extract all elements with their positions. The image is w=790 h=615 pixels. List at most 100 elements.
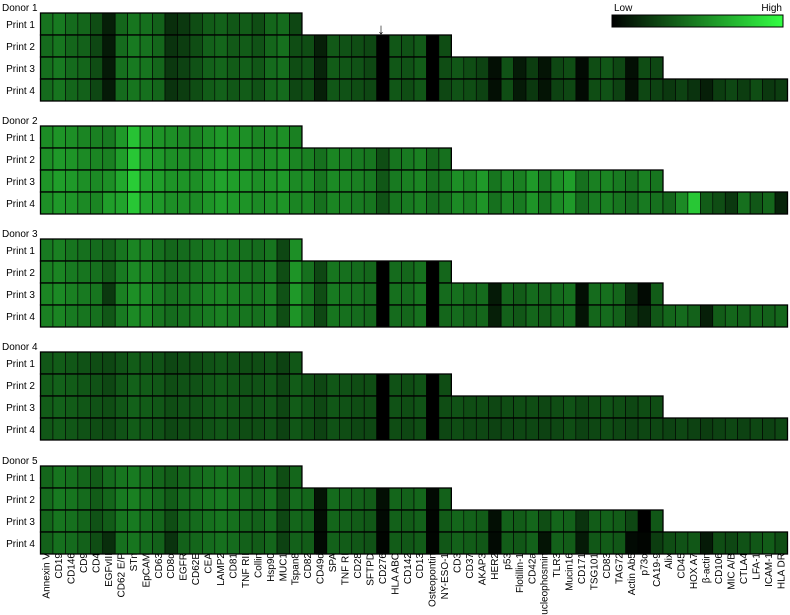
heatmap-cell xyxy=(52,531,66,555)
heatmap-cell xyxy=(289,147,303,171)
heatmap-cell xyxy=(90,531,104,555)
heatmap-cell xyxy=(164,147,178,171)
heatmap-cell xyxy=(77,531,91,555)
heatmap-cell xyxy=(164,78,178,102)
heatmap-cell xyxy=(202,34,216,58)
heatmap-cell xyxy=(637,509,651,533)
heatmap-cell xyxy=(413,78,427,102)
heatmap-cell xyxy=(214,282,228,306)
heatmap-cell xyxy=(177,169,191,193)
heatmap-cell xyxy=(226,125,240,149)
marker-label: NY-ESO-1 xyxy=(440,553,451,600)
marker-label: LAMP2 xyxy=(216,553,227,586)
heatmap-cell xyxy=(301,373,315,397)
heatmap-cell xyxy=(152,509,166,533)
heatmap-cell xyxy=(301,191,315,215)
heatmap-cell xyxy=(513,395,527,419)
heatmap-cell xyxy=(202,78,216,102)
heatmap-cell xyxy=(463,531,477,555)
print-row-outline xyxy=(39,417,789,441)
heatmap-cell xyxy=(326,169,340,193)
heatmap-cell xyxy=(525,509,539,533)
heatmap-cell xyxy=(314,531,328,555)
heatmap-cell xyxy=(612,509,626,533)
heatmap-cell xyxy=(426,417,440,441)
heatmap-cell xyxy=(127,373,141,397)
marker-label: MUC1 xyxy=(278,553,289,582)
heatmap-cell xyxy=(52,238,66,262)
heatmap-cell xyxy=(488,56,502,80)
heatmap-cell xyxy=(77,12,91,36)
heatmap-cell xyxy=(152,12,166,36)
heatmap-cell xyxy=(90,56,104,80)
heatmap-cell xyxy=(202,238,216,262)
heatmap-cell xyxy=(90,169,104,193)
heatmap-cell xyxy=(500,531,514,555)
marker-label: TNF RII xyxy=(241,553,252,588)
heatmap-cell xyxy=(264,417,278,441)
heatmap-cell xyxy=(177,56,191,80)
heatmap-cell xyxy=(177,465,191,489)
heatmap-cell xyxy=(625,509,639,533)
heatmap-cell xyxy=(214,509,228,533)
heatmap-cell xyxy=(650,531,664,555)
heatmap-cell xyxy=(351,56,365,80)
heatmap-cell xyxy=(239,509,253,533)
heatmap-cell xyxy=(401,304,415,328)
heatmap-cell xyxy=(177,487,191,511)
heatmap-cell xyxy=(451,395,465,419)
heatmap-cell xyxy=(338,282,353,306)
heatmap-cell xyxy=(376,304,390,328)
heatmap-cell xyxy=(575,417,589,441)
heatmap-cell xyxy=(139,487,153,511)
heatmap-cell xyxy=(276,304,290,328)
heatmap-cell xyxy=(164,12,178,36)
heatmap-cell xyxy=(189,373,203,397)
print-row-label: Print 4 xyxy=(6,312,35,323)
heatmap-cell xyxy=(314,78,328,102)
heatmap-cell xyxy=(525,417,539,441)
heatmap-cell xyxy=(587,531,602,555)
heatmap-cell xyxy=(251,260,265,284)
heatmap-cell xyxy=(749,531,763,555)
heatmap-cell xyxy=(127,260,141,284)
heatmap-cell xyxy=(189,78,203,102)
heatmap-cell xyxy=(301,509,315,533)
heatmap-cell xyxy=(289,169,303,193)
heatmap-cell xyxy=(214,351,228,375)
heatmap-cell xyxy=(239,487,253,511)
heatmap-cell xyxy=(600,169,614,193)
heatmap-cell xyxy=(488,417,502,441)
heatmap-cell xyxy=(637,282,651,306)
donor-panel: Donor 1 Print 1 Print 2 Print 3 Print 4 xyxy=(2,3,789,102)
heatmap-cell xyxy=(77,147,91,171)
heatmap-cell xyxy=(351,395,365,419)
heatmap-cell xyxy=(724,78,738,102)
heatmap-cell xyxy=(637,191,651,215)
heatmap-cell xyxy=(363,509,377,533)
heatmap-cell xyxy=(90,191,104,215)
heatmap-cell xyxy=(276,191,290,215)
heatmap-cell xyxy=(127,465,141,489)
heatmap-cell xyxy=(401,417,415,441)
heatmap-cell xyxy=(463,78,477,102)
heatmap-cell xyxy=(338,487,353,511)
heatmap-cell xyxy=(338,34,353,58)
heatmap-cell xyxy=(762,531,776,555)
heatmap-cell xyxy=(239,78,253,102)
heatmap-cell xyxy=(500,56,514,80)
heatmap-cell xyxy=(226,191,240,215)
heatmap-cell xyxy=(749,191,763,215)
heatmap-cell xyxy=(202,465,216,489)
heatmap-cell xyxy=(177,304,191,328)
heatmap-cell xyxy=(376,395,390,419)
heatmap-cell xyxy=(102,509,116,533)
heatmap-cell xyxy=(687,531,701,555)
heatmap-cell xyxy=(264,395,278,419)
marker-label: AKAP3 xyxy=(477,553,488,586)
heatmap-cell xyxy=(164,238,178,262)
heatmap-cell xyxy=(351,304,365,328)
heatmap-cell xyxy=(264,125,278,149)
heatmap-cell xyxy=(251,147,265,171)
